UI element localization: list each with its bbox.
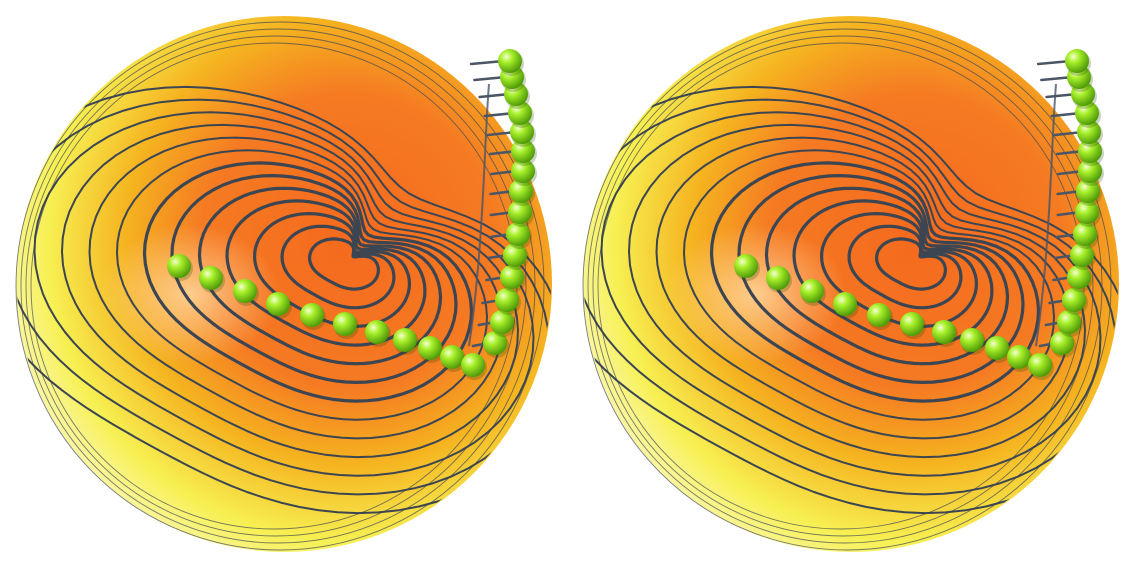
- contour-line: [170, 174, 458, 384]
- contour-line: [737, 174, 1025, 384]
- bead: [440, 345, 464, 369]
- contour-line: [655, 136, 1071, 440]
- bead: [199, 266, 223, 290]
- bead: [510, 120, 534, 144]
- bead: [734, 254, 758, 278]
- bead: [266, 292, 290, 316]
- bead: [960, 328, 984, 352]
- contour-line: [683, 149, 1055, 421]
- bead: [1050, 331, 1074, 355]
- contour-line: [17, 98, 550, 496]
- bead: [418, 336, 442, 360]
- bead: [1007, 345, 1031, 369]
- contour-line: [628, 123, 1086, 459]
- bead: [365, 320, 389, 344]
- rim-ring: [592, 35, 1094, 537]
- bead: [506, 222, 530, 246]
- bead: [508, 101, 532, 125]
- bead: [300, 303, 324, 327]
- contour-lines: [17, 85, 551, 515]
- rim-ring: [15, 21, 545, 551]
- bead: [1078, 159, 1102, 183]
- bead-chain: [734, 49, 1104, 380]
- bead: [800, 279, 824, 303]
- rim-ring: [587, 28, 1103, 544]
- bead: [867, 303, 891, 327]
- bead: [932, 320, 956, 344]
- contour-line: [709, 161, 1041, 403]
- contour-line: [61, 123, 519, 459]
- bead: [511, 159, 535, 183]
- bead: [498, 49, 522, 73]
- bead: [900, 312, 924, 336]
- contour-line: [33, 111, 535, 477]
- spine-line: [468, 83, 490, 347]
- bead: [1078, 139, 1102, 163]
- bead-chain: [167, 49, 537, 380]
- bead: [490, 310, 514, 334]
- contour-line: [600, 111, 1102, 477]
- contour-line: [116, 149, 488, 421]
- bead: [511, 139, 535, 163]
- bead: [1075, 200, 1099, 224]
- bead: [1073, 222, 1097, 246]
- bead: [1077, 120, 1101, 144]
- bead: [509, 179, 533, 203]
- spine-line: [1035, 83, 1057, 347]
- bead: [1065, 49, 1089, 73]
- bead: [1028, 353, 1052, 377]
- bead: [461, 353, 485, 377]
- bead: [233, 279, 257, 303]
- bead: [508, 200, 532, 224]
- bead: [167, 254, 191, 278]
- bead: [766, 266, 790, 290]
- contour-line: [584, 98, 1117, 496]
- bead: [333, 312, 357, 336]
- bead: [1062, 288, 1086, 312]
- bead: [500, 265, 524, 289]
- bead: [1070, 243, 1094, 267]
- bead: [985, 336, 1009, 360]
- contour-line: [88, 136, 504, 440]
- left-view: [15, 16, 552, 552]
- sphere: [583, 16, 1119, 552]
- right-view: [582, 16, 1119, 552]
- sphere: [16, 16, 552, 552]
- bead: [393, 328, 417, 352]
- bead: [495, 288, 519, 312]
- bead: [503, 243, 527, 267]
- rim-ring: [20, 28, 536, 544]
- bead: [833, 292, 857, 316]
- bead: [1067, 265, 1091, 289]
- contour-line: [584, 85, 1118, 515]
- bead: [1075, 101, 1099, 125]
- rim-ring: [25, 35, 527, 537]
- contour-line: [142, 161, 474, 403]
- contour-line: [17, 85, 551, 515]
- bead: [1076, 179, 1100, 203]
- rim-ring: [582, 21, 1112, 551]
- bead: [1057, 310, 1081, 334]
- bead: [483, 331, 507, 355]
